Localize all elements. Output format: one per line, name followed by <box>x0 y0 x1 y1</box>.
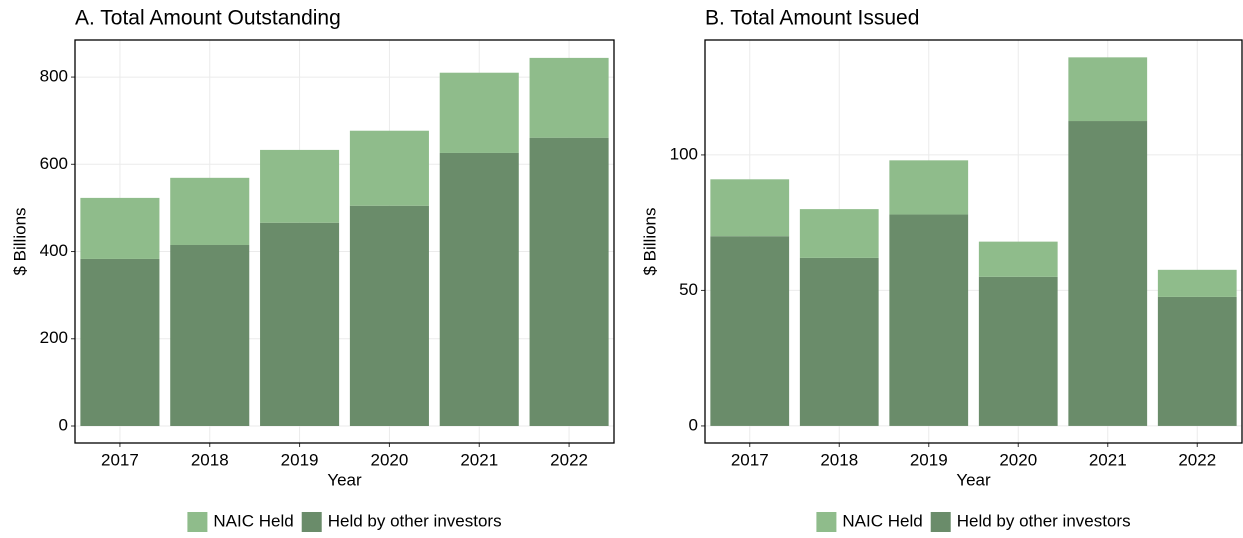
bar-segment <box>349 205 429 426</box>
y-tick-label: 0 <box>59 415 68 434</box>
bar-segment <box>529 137 609 426</box>
bar-segment <box>439 72 519 153</box>
x-tick-label: 2021 <box>1089 450 1127 469</box>
x-tick-label: 2020 <box>371 450 409 469</box>
legend: NAIC Held Held by other investors <box>816 511 1131 532</box>
y-tick-label: 600 <box>40 154 68 173</box>
y-tick-label: 400 <box>40 241 68 260</box>
bar-segment <box>710 236 790 426</box>
bar-segment <box>889 160 969 215</box>
legend-swatch <box>816 512 837 532</box>
x-tick-label: 2021 <box>460 450 498 469</box>
x-tick-label: 2017 <box>731 450 769 469</box>
x-tick-label: 2018 <box>820 450 858 469</box>
x-tick-label: 2017 <box>101 450 139 469</box>
x-tick-label: 2019 <box>910 450 948 469</box>
legend: NAIC Held Held by other investors <box>187 511 502 532</box>
bar-segment <box>80 258 160 426</box>
x-tick-label: 2019 <box>281 450 319 469</box>
x-tick-label: 2018 <box>191 450 229 469</box>
bar-segment <box>1068 121 1148 426</box>
legend-label: Held by other investors <box>957 511 1131 530</box>
x-tick-label: 2022 <box>1178 450 1216 469</box>
y-tick-label: 100 <box>670 144 698 163</box>
legend-swatch <box>301 512 322 532</box>
x-axis-label: Year <box>956 470 991 489</box>
x-axis-label: Year <box>327 470 362 489</box>
bar-segment <box>349 130 429 206</box>
bar-segment <box>799 209 879 258</box>
bar-segment <box>170 244 250 426</box>
bar-segment <box>1157 296 1237 426</box>
y-axis-label: $ Billions <box>640 207 659 275</box>
y-tick-label: 50 <box>679 280 698 299</box>
chart-title: B. Total Amount Issued <box>705 7 919 30</box>
x-tick-label: 2022 <box>550 450 588 469</box>
legend-label: NAIC Held <box>842 511 922 530</box>
x-tick-label: 2020 <box>999 450 1037 469</box>
bar-segment <box>260 222 340 426</box>
plot-border <box>74 39 615 444</box>
legend-label: NAIC Held <box>213 511 293 530</box>
chart-title: A. Total Amount Outstanding <box>75 7 341 30</box>
bar-segment <box>260 149 340 223</box>
bar-segment <box>1157 269 1237 297</box>
legend-label: Held by other investors <box>328 511 502 530</box>
plot-border <box>704 39 1243 444</box>
bar-segment <box>1068 57 1148 122</box>
bar-segment <box>978 241 1058 277</box>
bar-segment <box>978 276 1058 426</box>
bar-segment <box>529 57 609 138</box>
y-tick-label: 800 <box>40 67 68 86</box>
bar-segment <box>889 214 969 426</box>
bar-segment <box>710 179 790 237</box>
y-tick-label: 0 <box>689 415 698 434</box>
y-tick-label: 200 <box>40 328 68 347</box>
bar-segment <box>799 257 879 426</box>
legend-swatch <box>187 512 208 532</box>
bar-segment <box>439 152 519 426</box>
y-axis-label: $ Billions <box>10 207 29 275</box>
bar-segment <box>170 177 250 245</box>
bar-segment <box>80 197 160 259</box>
legend-swatch <box>930 512 951 532</box>
